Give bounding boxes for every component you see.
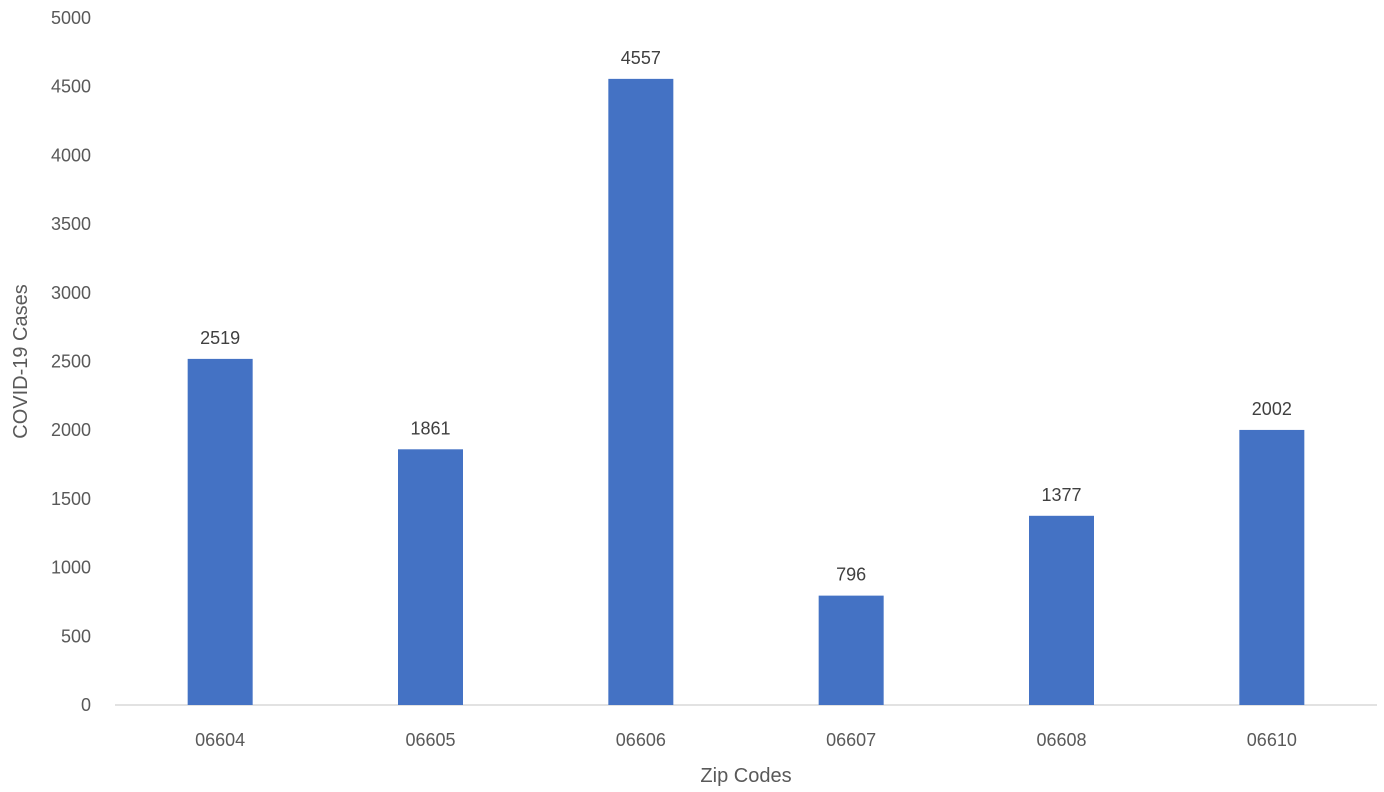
y-axis-ticks: 0 500 1000 1500 2000 2500 3000 3500 4000 4500 5000 xyxy=(51,8,91,715)
bar-06605 xyxy=(398,449,463,705)
data-label-06604: 2519 xyxy=(200,328,240,348)
y-tick-label: 2500 xyxy=(51,352,91,372)
y-tick-label: 2000 xyxy=(51,420,91,440)
x-tick-label: 06604 xyxy=(195,730,245,750)
y-tick-label: 4000 xyxy=(51,145,91,165)
y-tick-label: 3000 xyxy=(51,283,91,303)
bar-06606 xyxy=(608,78,674,705)
data-label-06606: 4557 xyxy=(621,48,661,68)
y-tick-label: 1000 xyxy=(51,558,91,578)
y-tick-label: 500 xyxy=(61,626,91,646)
data-labels: 2519 1861 4557 796 1377 2002 xyxy=(200,48,1292,585)
data-label-06608: 1377 xyxy=(1041,485,1081,505)
x-tick-label: 06607 xyxy=(826,730,876,750)
data-label-06607: 796 xyxy=(836,565,866,585)
x-axis-tick-labels: 06604 06605 06606 06607 06608 06610 xyxy=(195,730,1297,750)
y-axis-title: COVID-19 Cases xyxy=(10,284,32,439)
y-tick-label: 0 xyxy=(81,695,91,715)
x-tick-label: 06610 xyxy=(1247,730,1297,750)
data-label-06605: 1861 xyxy=(410,418,450,438)
y-tick-label: 5000 xyxy=(51,8,91,28)
y-tick-label: 4500 xyxy=(51,77,91,97)
y-tick-label: 3500 xyxy=(51,214,91,234)
x-tick-label: 06606 xyxy=(616,730,666,750)
bar-06607 xyxy=(818,595,884,705)
bar-06610 xyxy=(1239,429,1305,705)
data-label-06610: 2002 xyxy=(1252,399,1292,419)
x-tick-label: 06605 xyxy=(405,730,455,750)
bar-06604 xyxy=(187,358,253,705)
bars xyxy=(187,78,1305,705)
x-axis-title: Zip Codes xyxy=(700,765,791,787)
y-tick-label: 1500 xyxy=(51,489,91,509)
bar-06608 xyxy=(1029,515,1094,705)
x-tick-label: 06608 xyxy=(1036,730,1086,750)
